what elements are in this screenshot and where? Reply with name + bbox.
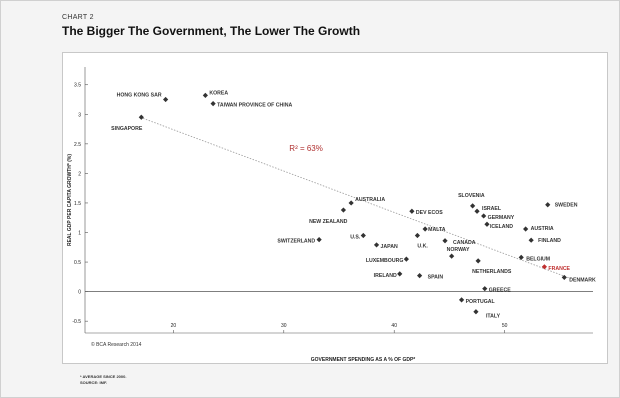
y-tick-label: 2.5 — [74, 142, 81, 148]
point-label: AUSTRALIA — [355, 197, 385, 203]
data-point-singapore — [138, 114, 144, 120]
y-tick-label: 3.5 — [74, 83, 81, 89]
point-label: ICELAND — [490, 224, 513, 230]
point-label: FINLAND — [538, 238, 561, 244]
data-point-austria — [523, 226, 529, 232]
data-point-ireland — [397, 271, 403, 277]
data-point-iceland — [484, 221, 490, 227]
r-squared-annotation: R² = 63% — [289, 144, 323, 153]
source-credit: © BCA Research 2014 — [91, 341, 142, 348]
y-tick-label: 2 — [78, 171, 81, 177]
y-tick-label: -0.5 — [72, 319, 81, 325]
x-tick-label: 20 — [171, 323, 177, 329]
chart-number: CHART 2 — [62, 14, 94, 21]
x-tick-label: 30 — [281, 323, 287, 329]
y-tick-label: 3 — [78, 112, 81, 118]
data-point-finland — [528, 237, 534, 243]
data-point-dev-ecos — [409, 208, 415, 214]
data-point-taiwan-province-of-china — [210, 101, 216, 107]
data-point-norway — [449, 253, 455, 259]
point-label: DENMARK — [569, 277, 596, 283]
data-point-france — [541, 264, 548, 270]
data-point-spain — [417, 273, 423, 279]
y-tick-label: 0.5 — [74, 260, 81, 266]
footnote-source: SOURCE: IMF. — [80, 380, 108, 385]
point-label: DEV ECOS — [416, 210, 443, 216]
y-tick-label: 0 — [78, 290, 81, 296]
point-label: GERMANY — [488, 215, 515, 221]
points-group: HONG KONG SAR KOREA TAIWAN PROVINCE OF CHI… — [111, 90, 596, 319]
data-point-switzerland — [316, 237, 322, 243]
axes: 3.5 3 2.5 2 1.5 1 0.5 0 -0.5 20 30 40 50 — [72, 67, 593, 334]
point-label: JAPAN — [381, 244, 398, 250]
data-point-u-s- — [360, 232, 366, 239]
point-label: SPAIN — [428, 275, 444, 281]
point-label: IRELAND — [374, 273, 397, 279]
data-point-sweden — [545, 202, 551, 208]
scatter-plot: 3.5 3 2.5 2 1.5 1 0.5 0 -0.5 20 30 40 50 HONG KONG S… — [67, 67, 596, 363]
point-label: LUXEMBOURG — [366, 258, 403, 264]
data-point-luxembourg — [403, 256, 409, 262]
chart-title: The Bigger The Government, The Lower The… — [62, 24, 361, 38]
point-label: CANADA — [453, 240, 476, 246]
point-label: SWITZERLAND — [277, 239, 315, 245]
point-label: MALTA — [428, 227, 446, 233]
data-point-new-zealand — [340, 207, 347, 213]
data-point-italy — [473, 309, 479, 315]
point-label: SWEDEN — [555, 203, 578, 209]
data-point-australia — [348, 200, 354, 206]
footnote-average: * AVERAGE SINCE 2000. — [80, 374, 127, 379]
point-label: BELGIUM — [526, 256, 550, 262]
data-point-japan — [373, 242, 380, 248]
y-tick-label: 1.5 — [74, 201, 81, 207]
data-point-u-k- — [414, 232, 421, 239]
point-label: HONG KONG SAR — [117, 93, 162, 99]
point-label: U.S. — [350, 234, 361, 240]
point-label: TAIWAN PROVINCE OF CHINA — [217, 103, 292, 109]
point-label: PORTUGAL — [466, 299, 496, 305]
x-axis-label: GOVERNMENT SPENDING AS A % OF GDP* — [311, 357, 416, 363]
data-point-canada — [442, 238, 448, 244]
point-label: GREECE — [489, 288, 511, 294]
data-point-israel — [474, 208, 480, 214]
y-tick-label: 1 — [78, 231, 81, 237]
data-point-belgium — [518, 254, 524, 260]
point-label: SLOVENIA — [458, 193, 485, 199]
point-label: NORWAY — [447, 247, 470, 253]
data-point-germany — [481, 213, 487, 219]
point-label: SINGAPORE — [111, 126, 143, 132]
point-label: NETHERLANDS — [472, 269, 512, 275]
data-point-hong-kong-sar — [163, 96, 169, 103]
y-axis-label: REAL GDP PER CAPITA GROWTH* (%) — [67, 154, 73, 246]
point-label: ISRAEL — [482, 206, 502, 212]
point-label: KOREA — [209, 90, 228, 96]
data-point-slovenia — [470, 203, 476, 209]
data-point-netherlands — [475, 258, 481, 264]
point-label: FRANCE — [548, 266, 570, 272]
point-label: AUSTRIA — [531, 226, 554, 232]
data-point-greece — [482, 286, 488, 292]
point-label: U.K. — [417, 243, 428, 249]
data-point-denmark — [561, 274, 567, 281]
plot-panel: 3.5 3 2.5 2 1.5 1 0.5 0 -0.5 20 30 40 50 HONG KONG S… — [62, 52, 608, 364]
data-point-korea — [202, 92, 208, 98]
data-point-malta — [422, 226, 428, 232]
x-tick-label: 40 — [391, 323, 397, 329]
point-label: NEW ZEALAND — [309, 219, 348, 225]
x-tick-label: 50 — [502, 323, 508, 329]
data-point-portugal — [458, 297, 465, 303]
point-label: ITALY — [486, 314, 501, 320]
